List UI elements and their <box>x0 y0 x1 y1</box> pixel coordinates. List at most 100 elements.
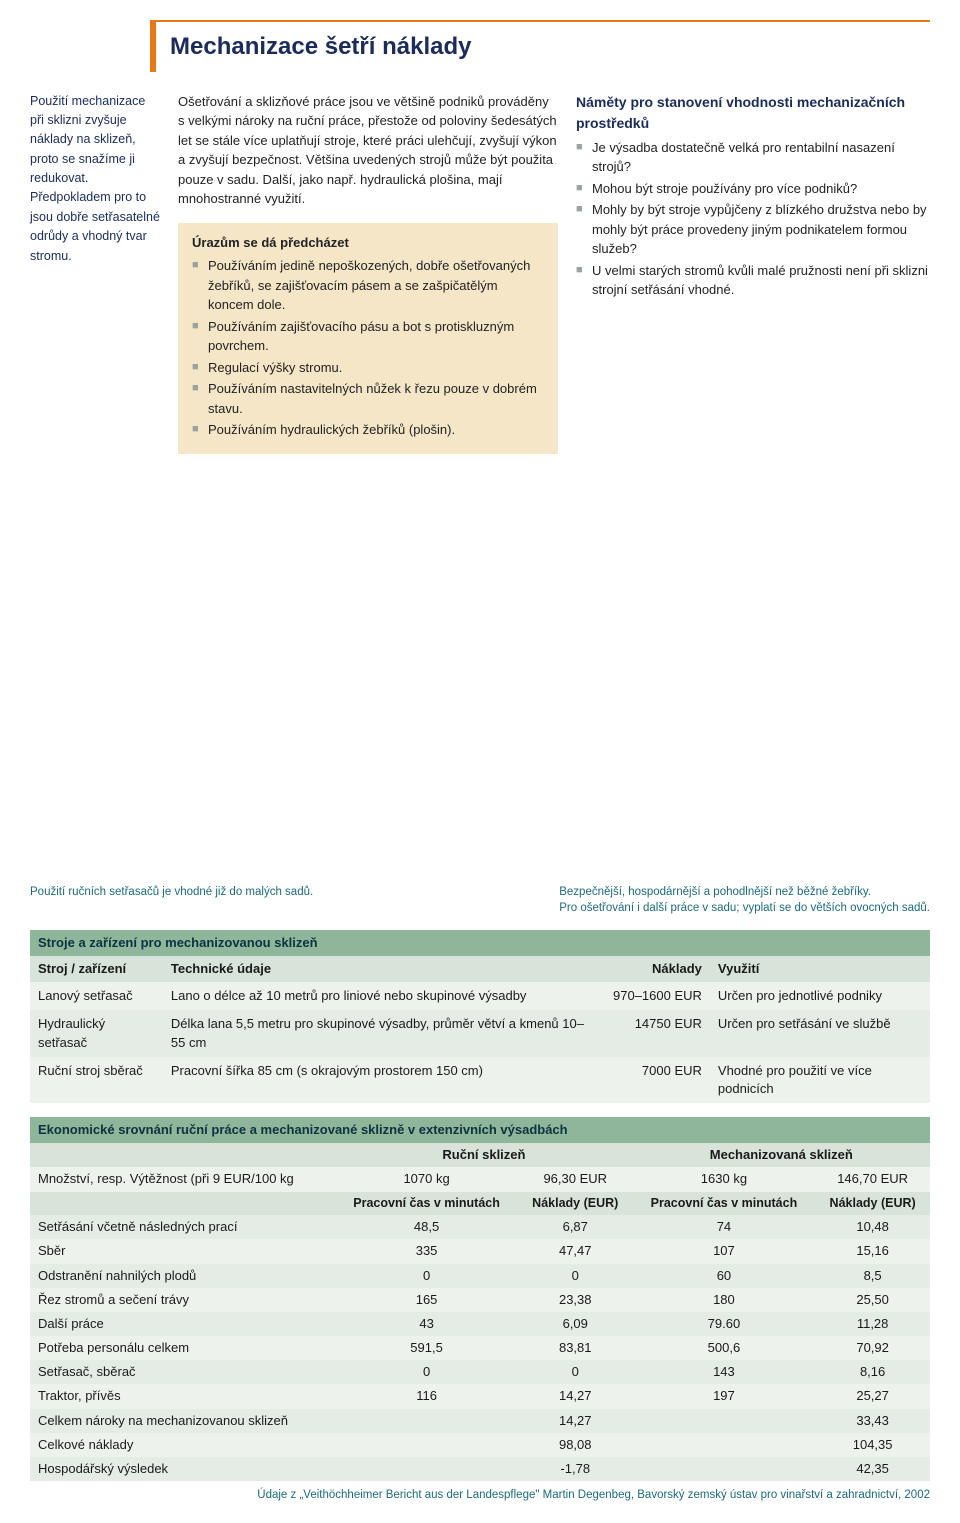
table-cell: Celkové náklady <box>30 1433 335 1457</box>
yield-label: Množství, resp. Výtěžnost (při 9 EUR/100… <box>30 1167 335 1191</box>
table-cell: 98,08 <box>518 1433 633 1457</box>
table-cell <box>633 1433 816 1457</box>
table-cell: 83,81 <box>518 1336 633 1360</box>
table1-col-header: Využití <box>710 956 930 982</box>
table1-col-header: Stroj / zařízení <box>30 956 163 982</box>
table-cell: Hospodářský výsledek <box>30 1457 335 1481</box>
safety-info-box: Úrazům se dá předcházet Používáním jedin… <box>178 223 558 454</box>
table-cell: 25,50 <box>815 1288 930 1312</box>
table-row: Traktor, přívěs11614,2719725,27 <box>30 1384 930 1408</box>
table-cell: 143 <box>633 1360 816 1384</box>
table1-col-header: Náklady <box>605 956 710 982</box>
table-row: Další práce436,0979.6011,28 <box>30 1312 930 1336</box>
table-cell: 6,87 <box>518 1215 633 1239</box>
table-cell: 79.60 <box>633 1312 816 1336</box>
table-cell: Další práce <box>30 1312 335 1336</box>
table-cell: 42,35 <box>815 1457 930 1481</box>
table-cell: 500,6 <box>633 1336 816 1360</box>
table-cell <box>633 1409 816 1433</box>
table-cell: Vhodné pro použití ve více podnicích <box>710 1057 930 1103</box>
table-row: Celkem nároky na mechanizovanou sklizeň 1… <box>30 1409 930 1433</box>
table-cell: 33,43 <box>815 1409 930 1433</box>
right-list-item: Mohou být stroje používány pro více podn… <box>576 179 930 199</box>
yield-val: 1630 kg <box>633 1167 816 1191</box>
empty-corner <box>30 1143 335 1167</box>
group-manual: Ruční sklizeň <box>335 1143 632 1167</box>
table-cell: 107 <box>633 1239 816 1263</box>
table-cell: 48,5 <box>335 1215 518 1239</box>
table-cell: 8,5 <box>815 1264 930 1288</box>
table-row: Setřásání včetně následných prací48,56,8… <box>30 1215 930 1239</box>
table-row: Setřasač, sběrač001438,16 <box>30 1360 930 1384</box>
info-box-item: Používáním jedině nepoškozených, dobře o… <box>192 256 544 315</box>
info-box-heading: Úrazům se dá předcházet <box>192 233 544 253</box>
table-cell: 0 <box>335 1264 518 1288</box>
info-box-item: Používáním nastavitelných nůžek k řezu p… <box>192 379 544 418</box>
table-cell: Určen pro jednotlivé podniky <box>710 982 930 1010</box>
table-cell: 180 <box>633 1288 816 1312</box>
right-heading: Náměty pro stanovení vhodnosti mechaniza… <box>576 92 930 134</box>
page-title: Mechanizace šetří náklady <box>170 30 930 64</box>
info-box-list: Používáním jedině nepoškozených, dobře o… <box>192 256 544 440</box>
intro-columns: Použití mechanizace při sklizni zvyšuje … <box>30 92 930 454</box>
table-cell: 14,27 <box>518 1409 633 1433</box>
group-mech: Mechanizovaná sklizeň <box>633 1143 930 1167</box>
table-cell: 335 <box>335 1239 518 1263</box>
table-cell <box>633 1457 816 1481</box>
table-cell: Lanový setřasač <box>30 982 163 1010</box>
info-box-item: Používáním zajišťovacího pásu a bot s pr… <box>192 317 544 356</box>
subheader: Pracovní čas v minutách <box>335 1192 518 1216</box>
table-cell: Potřeba personálu celkem <box>30 1336 335 1360</box>
table-cell: 591,5 <box>335 1336 518 1360</box>
table-cell: 165 <box>335 1288 518 1312</box>
mid-column: Ošetřování a sklizňové práce jsou ve vět… <box>178 92 558 454</box>
table-row: Celkové náklady 98,08 104,35 <box>30 1433 930 1457</box>
right-list-item: Mohly by být stroje vypůjčeny z blízkého… <box>576 200 930 259</box>
table-cell: Traktor, přívěs <box>30 1384 335 1408</box>
table-cell: -1,78 <box>518 1457 633 1481</box>
table-cell: 116 <box>335 1384 518 1408</box>
table-row: Řez stromů a sečení trávy16523,3818025,5… <box>30 1288 930 1312</box>
subheader: Pracovní čas v minutách <box>633 1192 816 1216</box>
table-cell: 14,27 <box>518 1384 633 1408</box>
table2-title: Ekonomické srovnání ruční práce a mechan… <box>30 1117 930 1143</box>
sidebar-intro: Použití mechanizace při sklizni zvyšuje … <box>30 92 160 454</box>
table-cell: 43 <box>335 1312 518 1336</box>
table-cell: Ruční stroj sběrač <box>30 1057 163 1103</box>
right-bullet-list: Je výsadba dostatečně velká pro rentabil… <box>576 138 930 300</box>
table-row: Hydraulický setřasačDélka lana 5,5 metru… <box>30 1010 930 1056</box>
table-cell: Řez stromů a sečení trávy <box>30 1288 335 1312</box>
machines-table: Stroje a zařízení pro mechanizovanou skl… <box>30 930 930 1103</box>
table-cell: 23,38 <box>518 1288 633 1312</box>
yield-val: 1070 kg <box>335 1167 518 1191</box>
table-cell: 25,27 <box>815 1384 930 1408</box>
table-row: Odstranění nahnilých plodů00608,5 <box>30 1264 930 1288</box>
table-cell: 197 <box>633 1384 816 1408</box>
subheader: Náklady (EUR) <box>815 1192 930 1216</box>
table-cell: 10,48 <box>815 1215 930 1239</box>
subheader: Náklady (EUR) <box>518 1192 633 1216</box>
table-cell <box>335 1409 518 1433</box>
table-cell <box>335 1433 518 1457</box>
table-cell: Setřásání včetně následných prací <box>30 1215 335 1239</box>
table-cell: Celkem nároky na mechanizovanou sklizeň <box>30 1409 335 1433</box>
table-cell: 104,35 <box>815 1433 930 1457</box>
empty-cell <box>30 1192 335 1216</box>
table-cell: Lano o délce až 10 metrů pro liniové neb… <box>163 982 605 1010</box>
table-cell: Hydraulický setřasač <box>30 1010 163 1056</box>
table-cell: 8,16 <box>815 1360 930 1384</box>
caption-right: Bezpečnější, hospodárnější a pohodlnější… <box>559 884 930 916</box>
source-citation: Údaje z „Veithöchheimer Bericht aus der … <box>30 1487 930 1503</box>
table-cell: 0 <box>335 1360 518 1384</box>
table-cell: Pracovní šířka 85 cm (s okrajovým prosto… <box>163 1057 605 1103</box>
table-row: Potřeba personálu celkem591,583,81500,67… <box>30 1336 930 1360</box>
table-cell: 74 <box>633 1215 816 1239</box>
caption-right-line2: Pro ošetřování i další práce v sadu; vyp… <box>559 900 930 916</box>
table-cell: Odstranění nahnilých plodů <box>30 1264 335 1288</box>
table-row: Sběr33547,4710715,16 <box>30 1239 930 1263</box>
table-cell: 11,28 <box>815 1312 930 1336</box>
table-cell: Určen pro setřásání ve službě <box>710 1010 930 1056</box>
table-cell: 14750 EUR <box>605 1010 710 1056</box>
mid-paragraph: Ošetřování a sklizňové práce jsou ve vět… <box>178 92 558 209</box>
right-list-item: Je výsadba dostatečně velká pro rentabil… <box>576 138 930 177</box>
